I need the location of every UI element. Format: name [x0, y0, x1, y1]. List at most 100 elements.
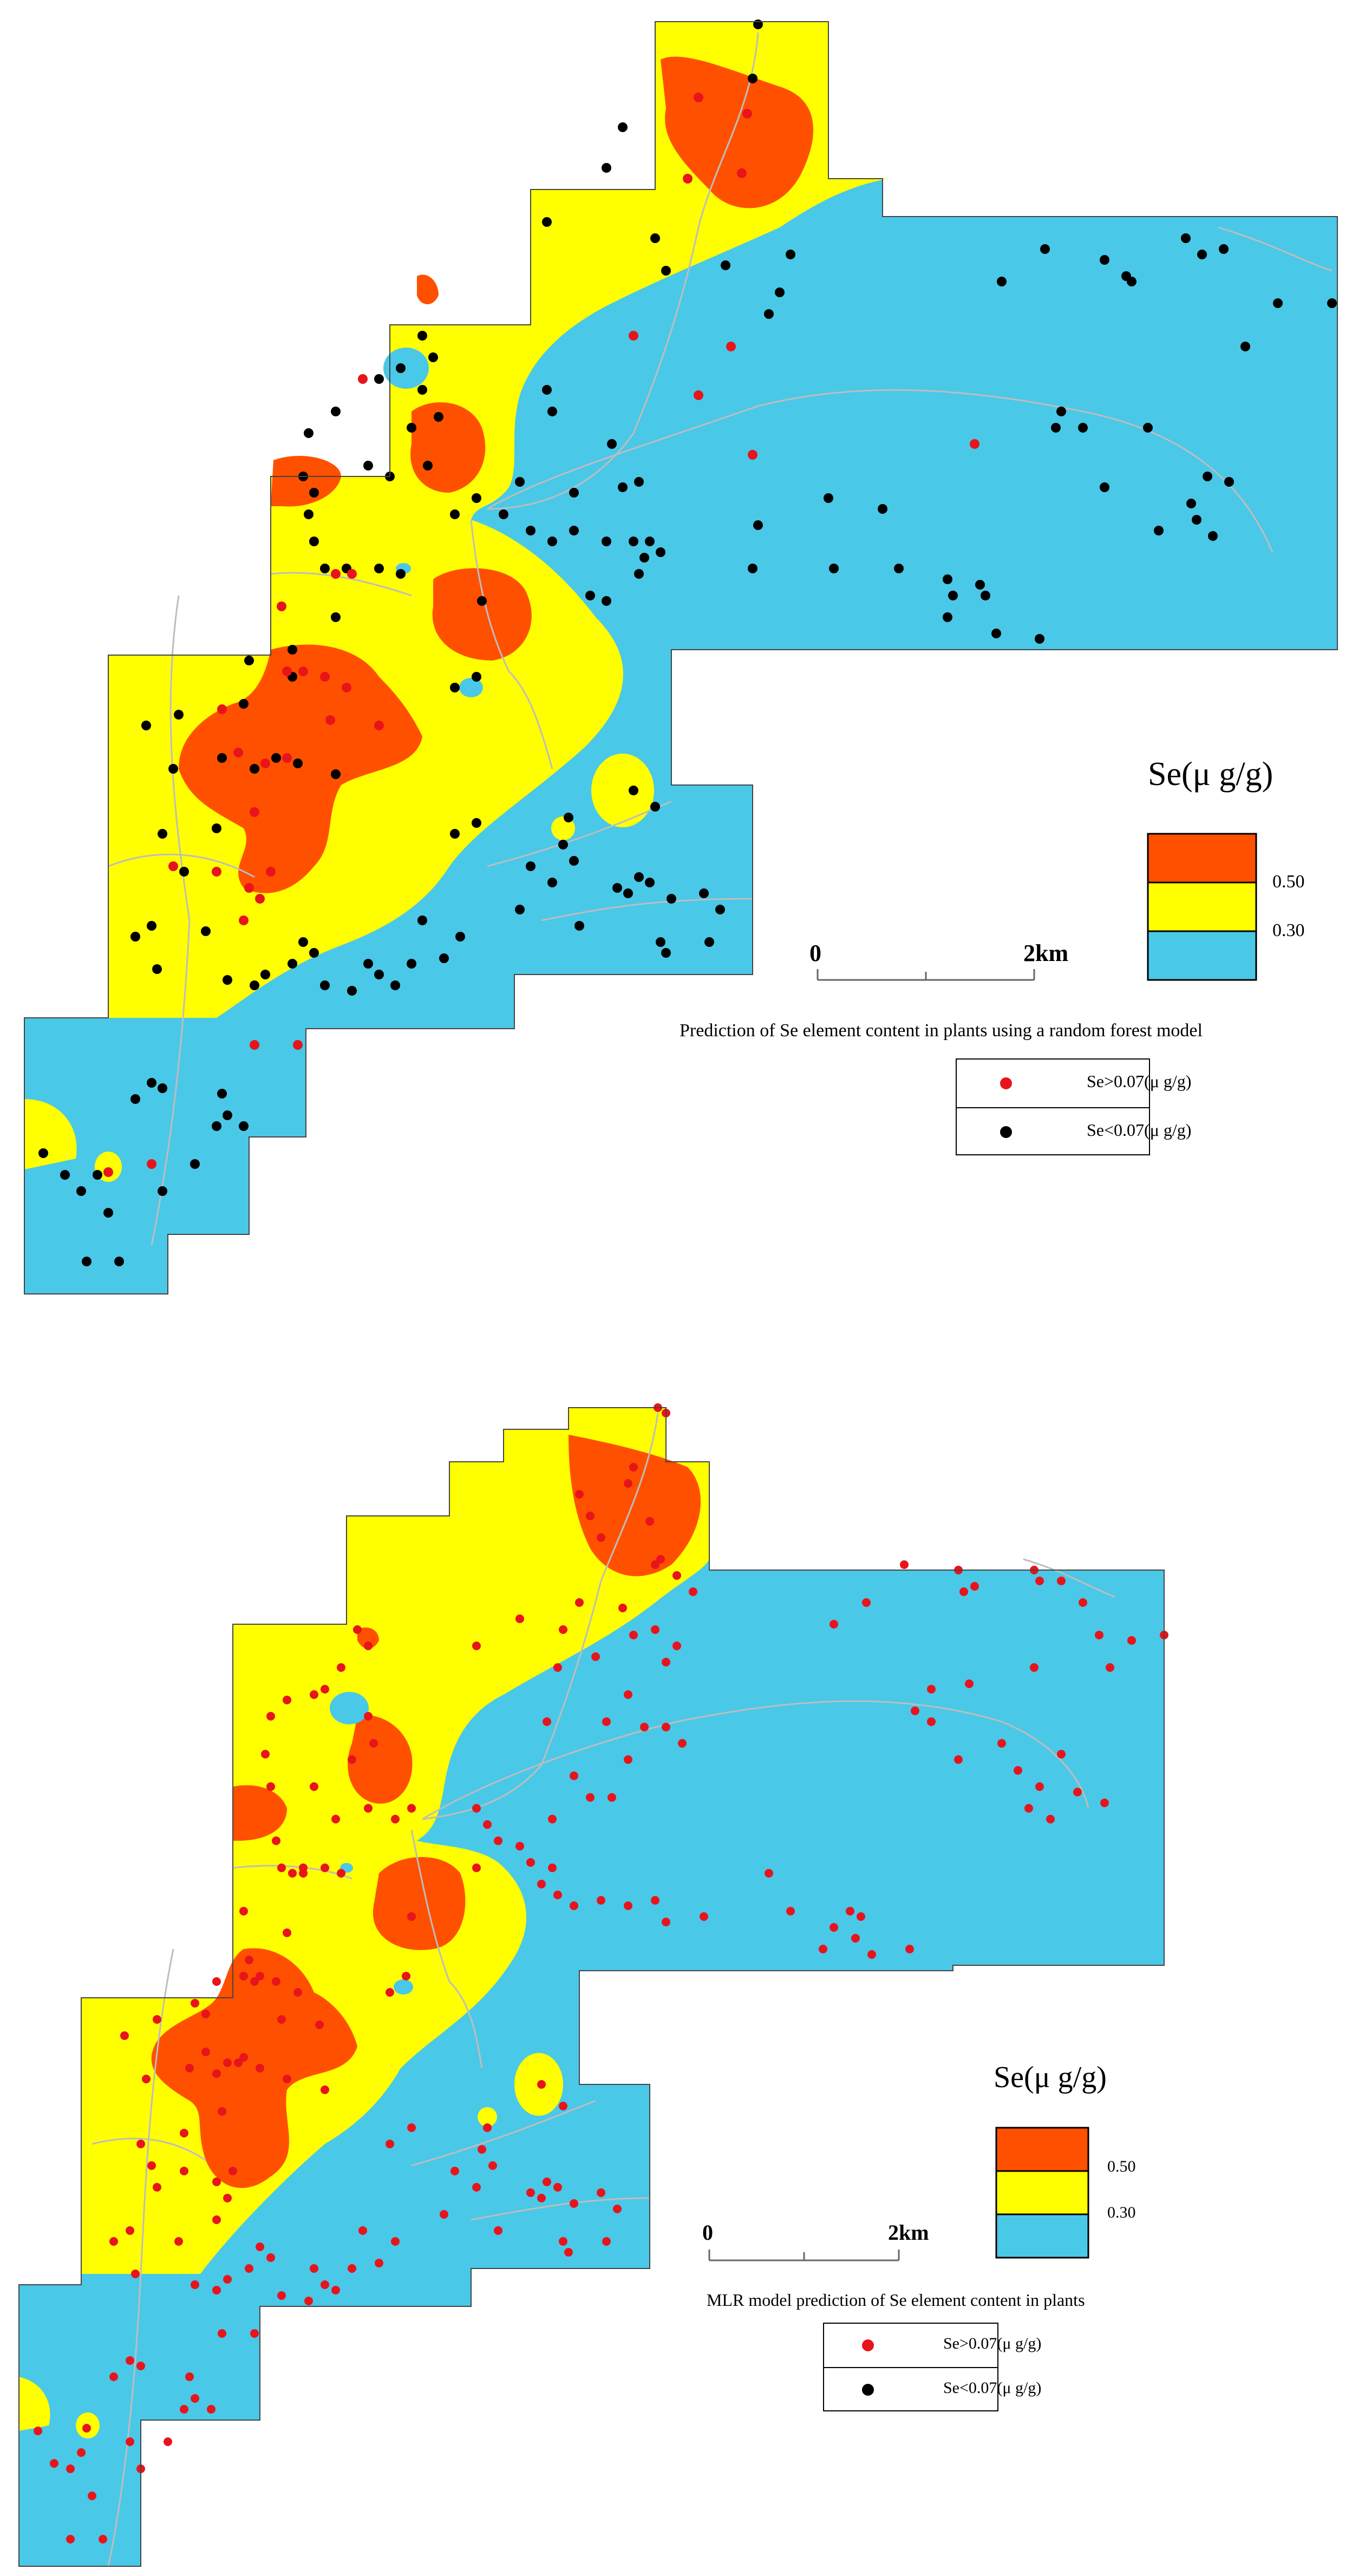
sample-point-high	[570, 1771, 578, 1780]
class-break-mid: 0.30	[1107, 2204, 1136, 2221]
sample-point-high	[662, 1658, 670, 1666]
sample-point-high	[830, 1620, 838, 1629]
sample-point-low	[878, 504, 887, 514]
sample-points	[34, 1403, 1168, 2544]
sample-point-high	[250, 2329, 259, 2338]
sample-point-high	[174, 2237, 183, 2246]
sample-point-high	[586, 1512, 595, 1520]
sample-point-low	[347, 986, 357, 996]
sample-point-high	[472, 2183, 481, 2192]
sample-point-high	[207, 2405, 215, 2414]
zone-low-inclusions	[330, 1692, 413, 1995]
sample-point-low	[168, 764, 178, 774]
sample-point-low	[331, 769, 341, 779]
sample-point-high	[256, 2242, 264, 2251]
sample-point-high	[185, 2064, 194, 2072]
sample-point-high	[624, 1690, 632, 1699]
sample-point-low	[824, 493, 833, 503]
sample-point-high	[1035, 1782, 1044, 1791]
sample-point-high	[553, 1891, 562, 1899]
sample-point-low	[38, 1148, 48, 1158]
sample-point-high	[153, 2015, 161, 2024]
sample-point-low	[829, 564, 839, 573]
sample-point-high	[651, 1560, 659, 1569]
scale-end: 2km	[888, 2220, 929, 2245]
sample-point-low	[650, 233, 660, 243]
panel-mlr: Se(μ g/g) 0.50 0.30 0 2km MLR model pred…	[0, 1299, 1365, 2576]
sample-point-low	[60, 1170, 70, 1180]
sample-point-high	[959, 1587, 968, 1596]
sample-point-high	[629, 1631, 638, 1639]
legend-label-low: Se<0.07(μ g/g)	[1087, 1120, 1192, 1140]
sample-point-high	[559, 2102, 567, 2110]
scale-start: 0	[702, 2220, 713, 2245]
sample-point-high	[272, 1977, 280, 1986]
sample-point-low	[1100, 255, 1109, 265]
sample-point-low	[526, 526, 535, 535]
sample-point-high	[277, 2015, 286, 2024]
legend-label-high: Se>0.07(μ g/g)	[1087, 1071, 1192, 1091]
sample-point-high	[640, 1723, 649, 1731]
sample-point-high	[77, 2448, 86, 2457]
sample-point-low	[477, 596, 487, 606]
sample-point-high	[212, 1977, 221, 1986]
sample-point-high	[266, 1712, 275, 1721]
sample-point-high	[331, 2286, 340, 2294]
sample-point-high	[597, 1896, 605, 1905]
sample-point-high	[553, 2183, 562, 2192]
sample-point-high	[250, 1040, 259, 1050]
sample-point-low	[309, 948, 319, 958]
sample-point-high	[786, 1907, 795, 1915]
sample-point-low	[1219, 244, 1229, 254]
sample-point-low	[158, 1083, 167, 1093]
sample-point-high	[830, 1923, 838, 1932]
sample-point-high	[526, 1858, 535, 1867]
sample-point-high	[250, 807, 259, 817]
black-point-icon	[1000, 1126, 1012, 1138]
sample-point-high	[168, 861, 178, 871]
sample-point-high	[66, 2464, 75, 2473]
sample-point-high	[678, 1739, 687, 1748]
sample-point-high	[369, 1739, 378, 1748]
sample-point-high	[597, 1533, 605, 1542]
sample-point-low	[82, 1257, 92, 1266]
class-low-swatch	[1147, 930, 1257, 981]
sample-point-low	[1035, 634, 1044, 644]
sample-point-high	[374, 721, 384, 730]
sample-point-high	[191, 2280, 199, 2289]
sample-point-high	[320, 672, 330, 682]
sample-point-low	[569, 488, 579, 498]
sample-point-low	[455, 932, 465, 942]
sample-point-high	[602, 2237, 611, 2246]
sample-point-high	[256, 1972, 264, 1980]
sample-point-low	[407, 423, 416, 433]
map-caption: Prediction of Se element content in plan…	[680, 1021, 1203, 1041]
sample-point-low	[320, 564, 330, 573]
sample-point-high	[1073, 1788, 1082, 1796]
sample-point-high	[700, 1912, 708, 1921]
sample-point-low	[212, 823, 221, 833]
sample-point-high	[342, 683, 351, 692]
sample-point-low	[645, 878, 655, 887]
sample-point-low	[304, 428, 314, 438]
sample-point-high	[191, 2394, 199, 2403]
sample-point-high	[526, 2188, 535, 2197]
sample-point-high	[1035, 1577, 1044, 1585]
sample-point-high	[570, 2199, 578, 2208]
sample-point-low	[1203, 472, 1212, 481]
sample-point-low	[103, 1208, 113, 1218]
sample-point-low	[634, 569, 644, 579]
sample-point-high	[180, 2129, 188, 2137]
sample-point-low	[363, 959, 373, 969]
sample-point-low	[618, 122, 628, 132]
sample-point-high	[212, 2069, 221, 2078]
points-legend: Se>0.07(μ g/g) Se<0.07(μ g/g)	[823, 2323, 1041, 2411]
sample-point-high	[553, 1663, 562, 1672]
map-outline	[18, 1407, 1165, 2567]
sample-point-high	[515, 1842, 524, 1851]
class-mid-swatch	[995, 2170, 1089, 2215]
sample-point-low	[130, 1094, 140, 1104]
sample-point-low	[639, 553, 649, 563]
sample-point-high	[261, 1750, 270, 1758]
sample-point-high	[88, 2492, 96, 2500]
